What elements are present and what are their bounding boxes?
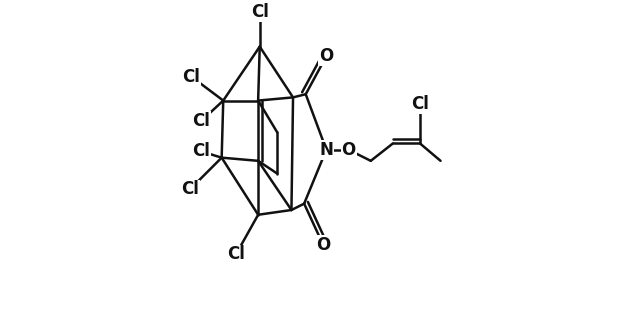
Text: Cl: Cl: [251, 3, 269, 21]
Text: Cl: Cl: [192, 112, 210, 130]
Text: O: O: [341, 141, 356, 159]
Text: N: N: [319, 141, 333, 159]
Text: Cl: Cl: [227, 245, 245, 263]
Text: Cl: Cl: [192, 142, 210, 160]
Text: O: O: [316, 236, 330, 254]
Text: O: O: [319, 47, 333, 65]
Text: Cl: Cl: [411, 95, 429, 113]
Text: Cl: Cl: [182, 68, 200, 86]
Text: Cl: Cl: [181, 180, 199, 198]
